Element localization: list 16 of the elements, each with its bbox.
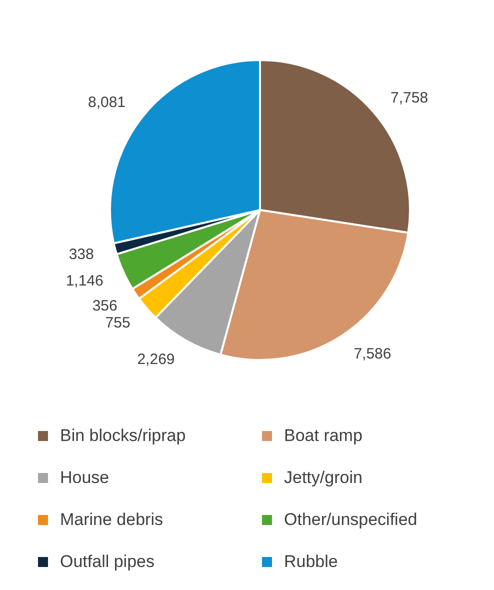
legend-label: Boat ramp: [284, 426, 362, 446]
data-label: 2,269: [137, 350, 175, 368]
legend-label: House: [60, 468, 110, 488]
legend-label: Jetty/groin: [284, 468, 362, 488]
data-label: 356: [92, 298, 118, 315]
data-label: 8,081: [88, 94, 126, 112]
data-label: 7,586: [354, 346, 392, 363]
data-label: 338: [68, 246, 94, 263]
legend-label: Other/unspecified: [284, 510, 418, 530]
legend-label: Bin blocks/riprap: [60, 426, 186, 446]
data-label: 1,146: [66, 272, 104, 290]
legend-label: Outfall pipes: [60, 552, 154, 572]
legend-label: Marine debris: [60, 510, 163, 530]
legend-label: Rubble: [284, 552, 338, 572]
data-label: 755: [105, 314, 130, 332]
data-label: 7,758: [390, 89, 428, 106]
